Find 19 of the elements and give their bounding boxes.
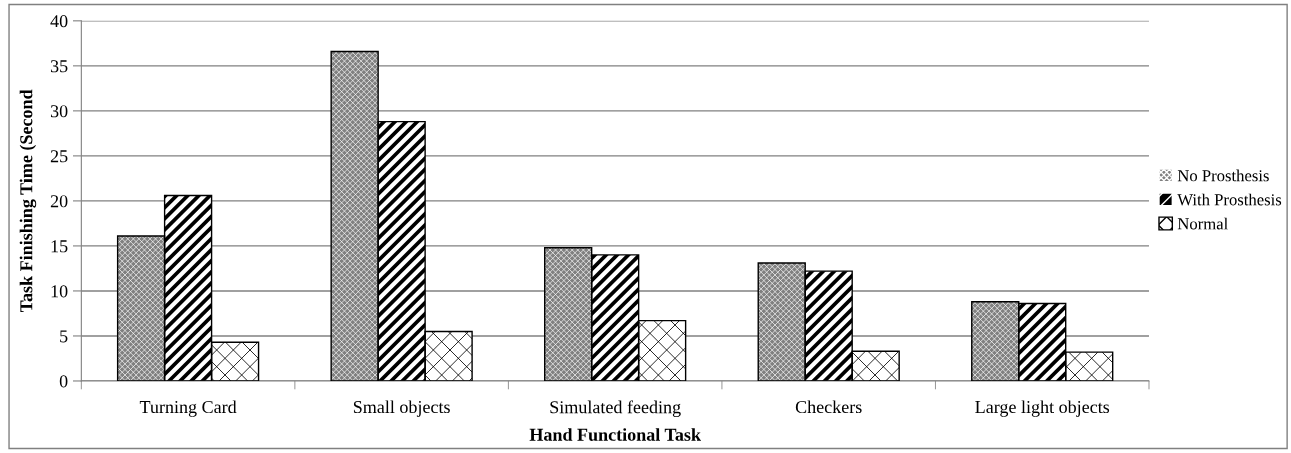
y-tick-label: 40 [50, 15, 68, 28]
y-tick-label: 20 [50, 195, 68, 208]
x-axis-title: Hand Functional Task [529, 428, 701, 441]
x-tick-label: Simulated feeding [550, 400, 681, 418]
text: No Prosthesis [1177, 169, 1269, 182]
text: Normal [1177, 217, 1228, 230]
x-tick-label: Large light objects [975, 400, 1110, 417]
y-axis-title: Task Finishing Time (Second [19, 89, 37, 313]
y-tick-label: 30 [50, 105, 68, 118]
y-tick-label: 0 [59, 375, 68, 388]
y-tick-label: 35 [50, 60, 68, 73]
x-tick-label: Checkers [795, 400, 862, 414]
y-tick-label: 25 [50, 150, 68, 163]
x-tick-label: Turning Card [139, 400, 237, 417]
y-tick-label: 15 [51, 240, 68, 253]
y-tick-label: 5 [60, 330, 68, 343]
y-tick-label: 10 [51, 285, 68, 298]
text: With Prosthesis [1177, 193, 1282, 206]
x-tick-label: Small objects [353, 400, 450, 417]
